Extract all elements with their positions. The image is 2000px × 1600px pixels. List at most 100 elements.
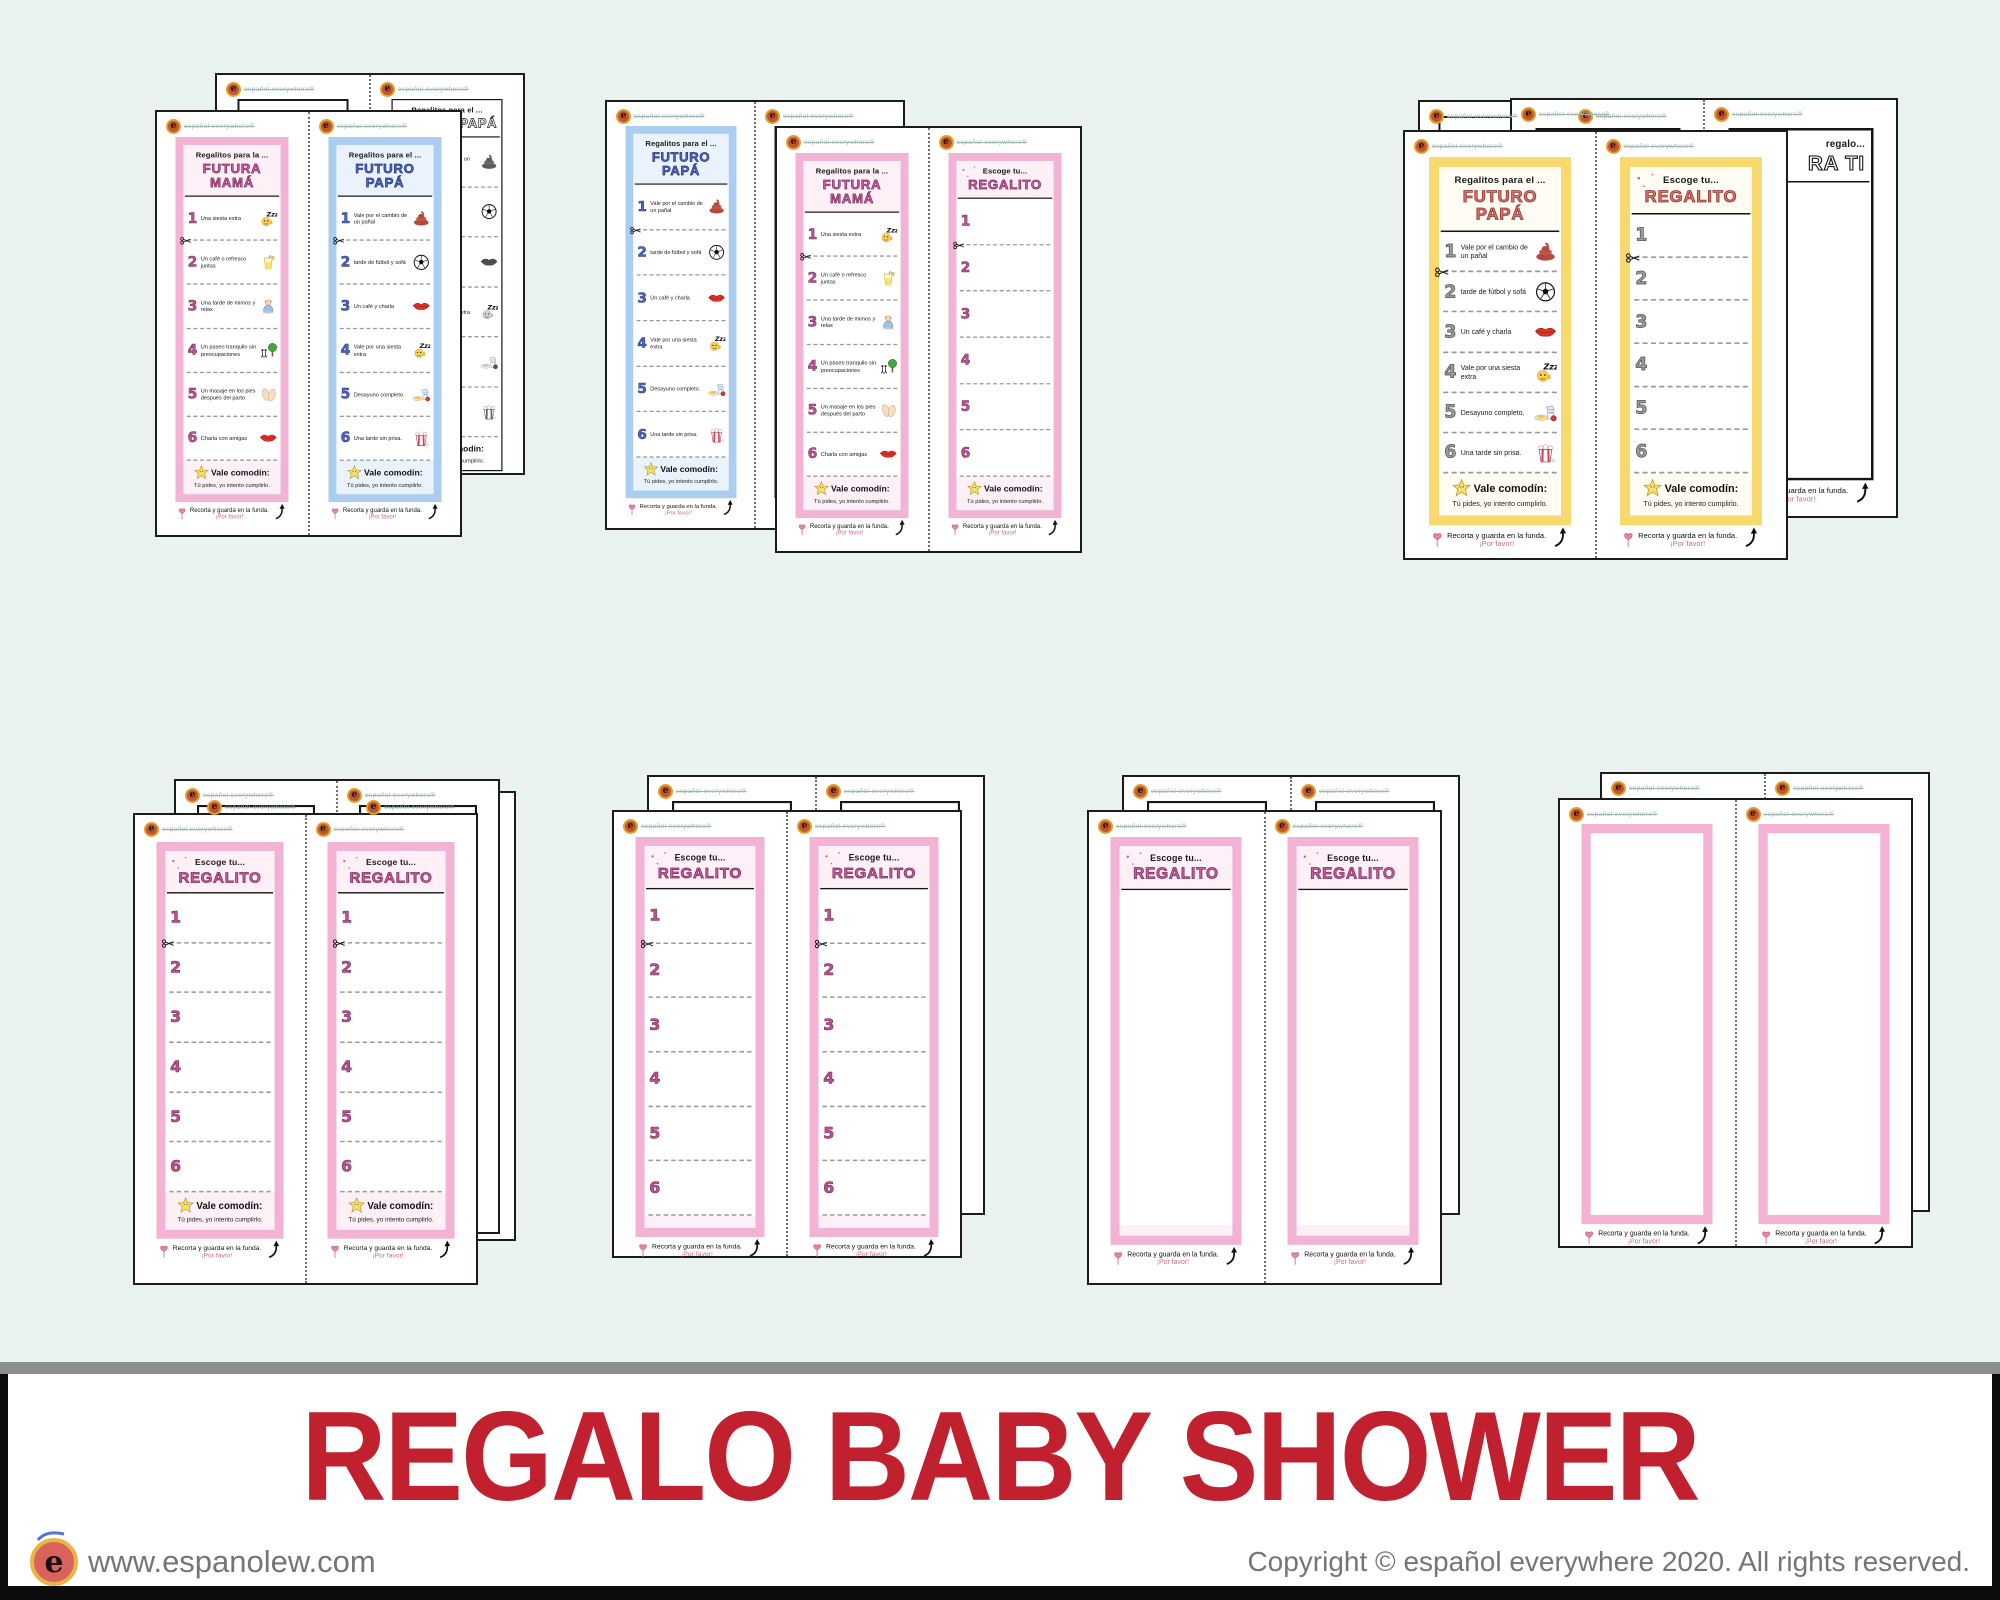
- coupon-rows: 1 Vale por el cambio de un pañal 2 tarde…: [1434, 232, 1561, 474]
- cut-and-keep-note: Recorta y guarda en la funda. ¡Por favor…: [1576, 1225, 1719, 1245]
- cut-note-line1: Recorta y guarda en la funda.: [810, 522, 890, 530]
- soccer-ball-icon: [707, 244, 725, 260]
- card-header: Escoge tu... REGALITO: [1296, 846, 1410, 889]
- brand-watermark-text: español everywhere®: [244, 86, 315, 93]
- star-icon: [177, 1196, 195, 1214]
- poop-icon: [707, 199, 725, 215]
- cut-note-line2: ¡Por favor!: [835, 529, 864, 537]
- brand-logo-icon: e: [226, 82, 241, 97]
- brand-logo-icon: e: [786, 135, 801, 150]
- coupon-item-blank: 4: [168, 1043, 271, 1093]
- coupon-item-blank: 6: [959, 431, 1050, 477]
- coupon-text: Una tarde sin prisa.: [353, 434, 402, 442]
- coupon-card-chooseFull: Escoge tu... REGALITO 1 2 3 4 5 6 Vale: [156, 842, 284, 1239]
- coupon-card-mama: Regalitos para la ... FUTURA MAMÁ 1 Una …: [795, 153, 909, 519]
- coupon-number: 3: [636, 289, 647, 306]
- cut-and-keep-note: Recorta y guarda en la funda. ¡Por favor…: [322, 1240, 461, 1259]
- heart-pin-icon: [178, 507, 187, 520]
- wildcard-sub: Tú pides, yo intento cumplirlo.: [643, 477, 718, 485]
- breakfast-icon: [412, 386, 430, 403]
- brand-watermark: e español everywhere®: [144, 822, 233, 837]
- wildcard-section: Vale comodín: Tú pides, yo intento cumpl…: [1630, 473, 1753, 516]
- curved-arrow-icon: [267, 1240, 281, 1259]
- card-footer-strip: [1296, 1224, 1410, 1236]
- cut-note-line1: Recorta y guarda en la funda.: [1127, 1250, 1219, 1258]
- coupon-item-blank: 1: [1626, 215, 1749, 263]
- brand-watermark-text: español everywhere®: [1623, 143, 1695, 150]
- coupon-item: 1 Vale por el cambio de un pañal: [333, 197, 430, 245]
- brand-watermark: e español everywhere®: [1578, 109, 1667, 124]
- brand-logo-icon: e: [380, 82, 395, 97]
- heart-pin-icon: [1431, 531, 1443, 548]
- heart-pin-icon: [1584, 1230, 1595, 1245]
- brand-watermark-text: español everywhere®: [398, 86, 469, 93]
- header-rule: [1121, 888, 1231, 891]
- brand-watermark: e español everywhere®: [786, 135, 875, 150]
- card-header: Regalitos para el ... FUTURO PAPÁ: [336, 144, 434, 196]
- curved-arrow-icon: [894, 519, 907, 536]
- curved-arrow-icon: [1047, 519, 1060, 536]
- brand-logo-icon: e: [1098, 819, 1113, 834]
- cut-note-line2: ¡Por favor!: [1670, 539, 1706, 548]
- coupon-item: 4 Vale por una siesta extra Zzz: [1442, 353, 1557, 394]
- coupon-item-blank: 3: [648, 998, 752, 1053]
- coupon-text: Un café o refresco juntas: [820, 271, 867, 285]
- coupon-item: 6 Una tarde sin prisa.: [339, 417, 430, 461]
- cut-note-line1: Recorta y guarda en la funda.: [1303, 1250, 1396, 1258]
- card-header-line1: Regalitos para la ...: [815, 167, 889, 176]
- coupon-item: 6 Charla con amigas: [807, 433, 898, 477]
- brand-watermark-text: español everywhere®: [804, 139, 875, 146]
- footer-band: REGALO BABY SHOWER: [8, 1374, 1992, 1586]
- soccer-ball-icon: [480, 204, 498, 220]
- coupon-card-papaBlue: Regalitos para el ... FUTURO PAPÁ 1 Vale…: [624, 126, 737, 499]
- coupon-number: 4: [1635, 354, 1648, 375]
- coupon-card-mama: Regalitos para la ... FUTURA MAMÁ 1 Una …: [175, 137, 289, 503]
- coupon-item-blank: 5: [168, 1093, 271, 1143]
- printable-page-b1-front: e español everywhere® Escoge tu... REGAL…: [133, 813, 478, 1285]
- coupon-text: tarde de fútbol y sofá: [353, 258, 406, 266]
- coupon-number: 5: [1635, 397, 1648, 418]
- printable-page-g1-front: e español everywhere® Regalitos para la …: [155, 110, 462, 537]
- coupon-item-blank: 2: [340, 943, 443, 994]
- brand-watermark: e español everywhere®: [658, 784, 747, 799]
- svg-text:Zzz: Zzz: [487, 305, 498, 312]
- coupon-number: 4: [340, 341, 351, 358]
- scissors-icon: [814, 938, 828, 949]
- coupon-item: 3 Una tarde de mimos y relax: [187, 285, 278, 329]
- brand-logo-icon: e: [623, 819, 638, 834]
- cut-and-keep-note: Recorta y guarda en la funda. ¡Por favor…: [790, 519, 914, 537]
- cut-note-line2: ¡Por favor!: [664, 509, 692, 516]
- lips-icon: [880, 446, 898, 463]
- brand-watermark: e español everywhere®: [1301, 784, 1390, 799]
- card-header-title: FUTURA MAMÁ: [822, 177, 882, 207]
- coupon-text: Un paseo tranquilo sin preocupaciones: [200, 343, 257, 357]
- coupon-card-chooseBlank: Escoge tu... REGALITO: [1110, 837, 1242, 1245]
- cut-and-keep-note: Recorta y guarda en la funda. ¡Por favor…: [170, 503, 294, 520]
- breakfast-icon: [1534, 402, 1557, 423]
- coupon-item-blank: 6: [822, 1161, 926, 1216]
- half-sheet: e español everywhere® Regalitos para la …: [777, 128, 928, 551]
- wildcard-sub: Tú pides, yo intento cumplirlo.: [177, 1215, 263, 1223]
- printable-page-g3-front: e español everywhere® Regalitos para el …: [1403, 130, 1788, 560]
- printable-page-b3-front: e español everywhere® Escoge tu... REGAL…: [1087, 810, 1442, 1285]
- coupon-text: Vale por una siesta extra: [1460, 363, 1520, 381]
- header-rule: [957, 197, 1052, 199]
- lips-icon: [260, 430, 278, 447]
- coupon-item-blank: 4: [959, 338, 1050, 385]
- curved-arrow-icon: [748, 1238, 762, 1257]
- brand-logo-icon: e: [347, 788, 362, 803]
- brand-watermark: e español everywhere®: [1521, 107, 1610, 122]
- coupon-item: 4 Vale por una siesta extra Zzz: [339, 329, 430, 373]
- heart-pin-icon: [638, 1242, 649, 1257]
- brand-watermark-text: español everywhere®: [1629, 785, 1700, 792]
- lemonade-glass-icon: [260, 254, 278, 271]
- coupon-card-papaYellow: Regalitos para el ... FUTURO PAPÁ 1 Vale…: [1428, 157, 1571, 526]
- half-sheet: e español everywhere® Escoge tu... REGAL…: [927, 128, 1081, 551]
- heart-pin-icon: [798, 523, 807, 536]
- brand-logo-icon: e: [166, 119, 181, 134]
- copyright-text: Copyright © español everywhere 2020. All…: [1247, 1546, 1970, 1577]
- cut-and-keep-note: Recorta y guarda en la funda. ¡Por favor…: [150, 1240, 289, 1259]
- website-link[interactable]: e www.espanolew.com: [30, 1531, 376, 1586]
- brand-logo-icon: e: [315, 822, 331, 837]
- coupon-number: 1: [169, 908, 182, 927]
